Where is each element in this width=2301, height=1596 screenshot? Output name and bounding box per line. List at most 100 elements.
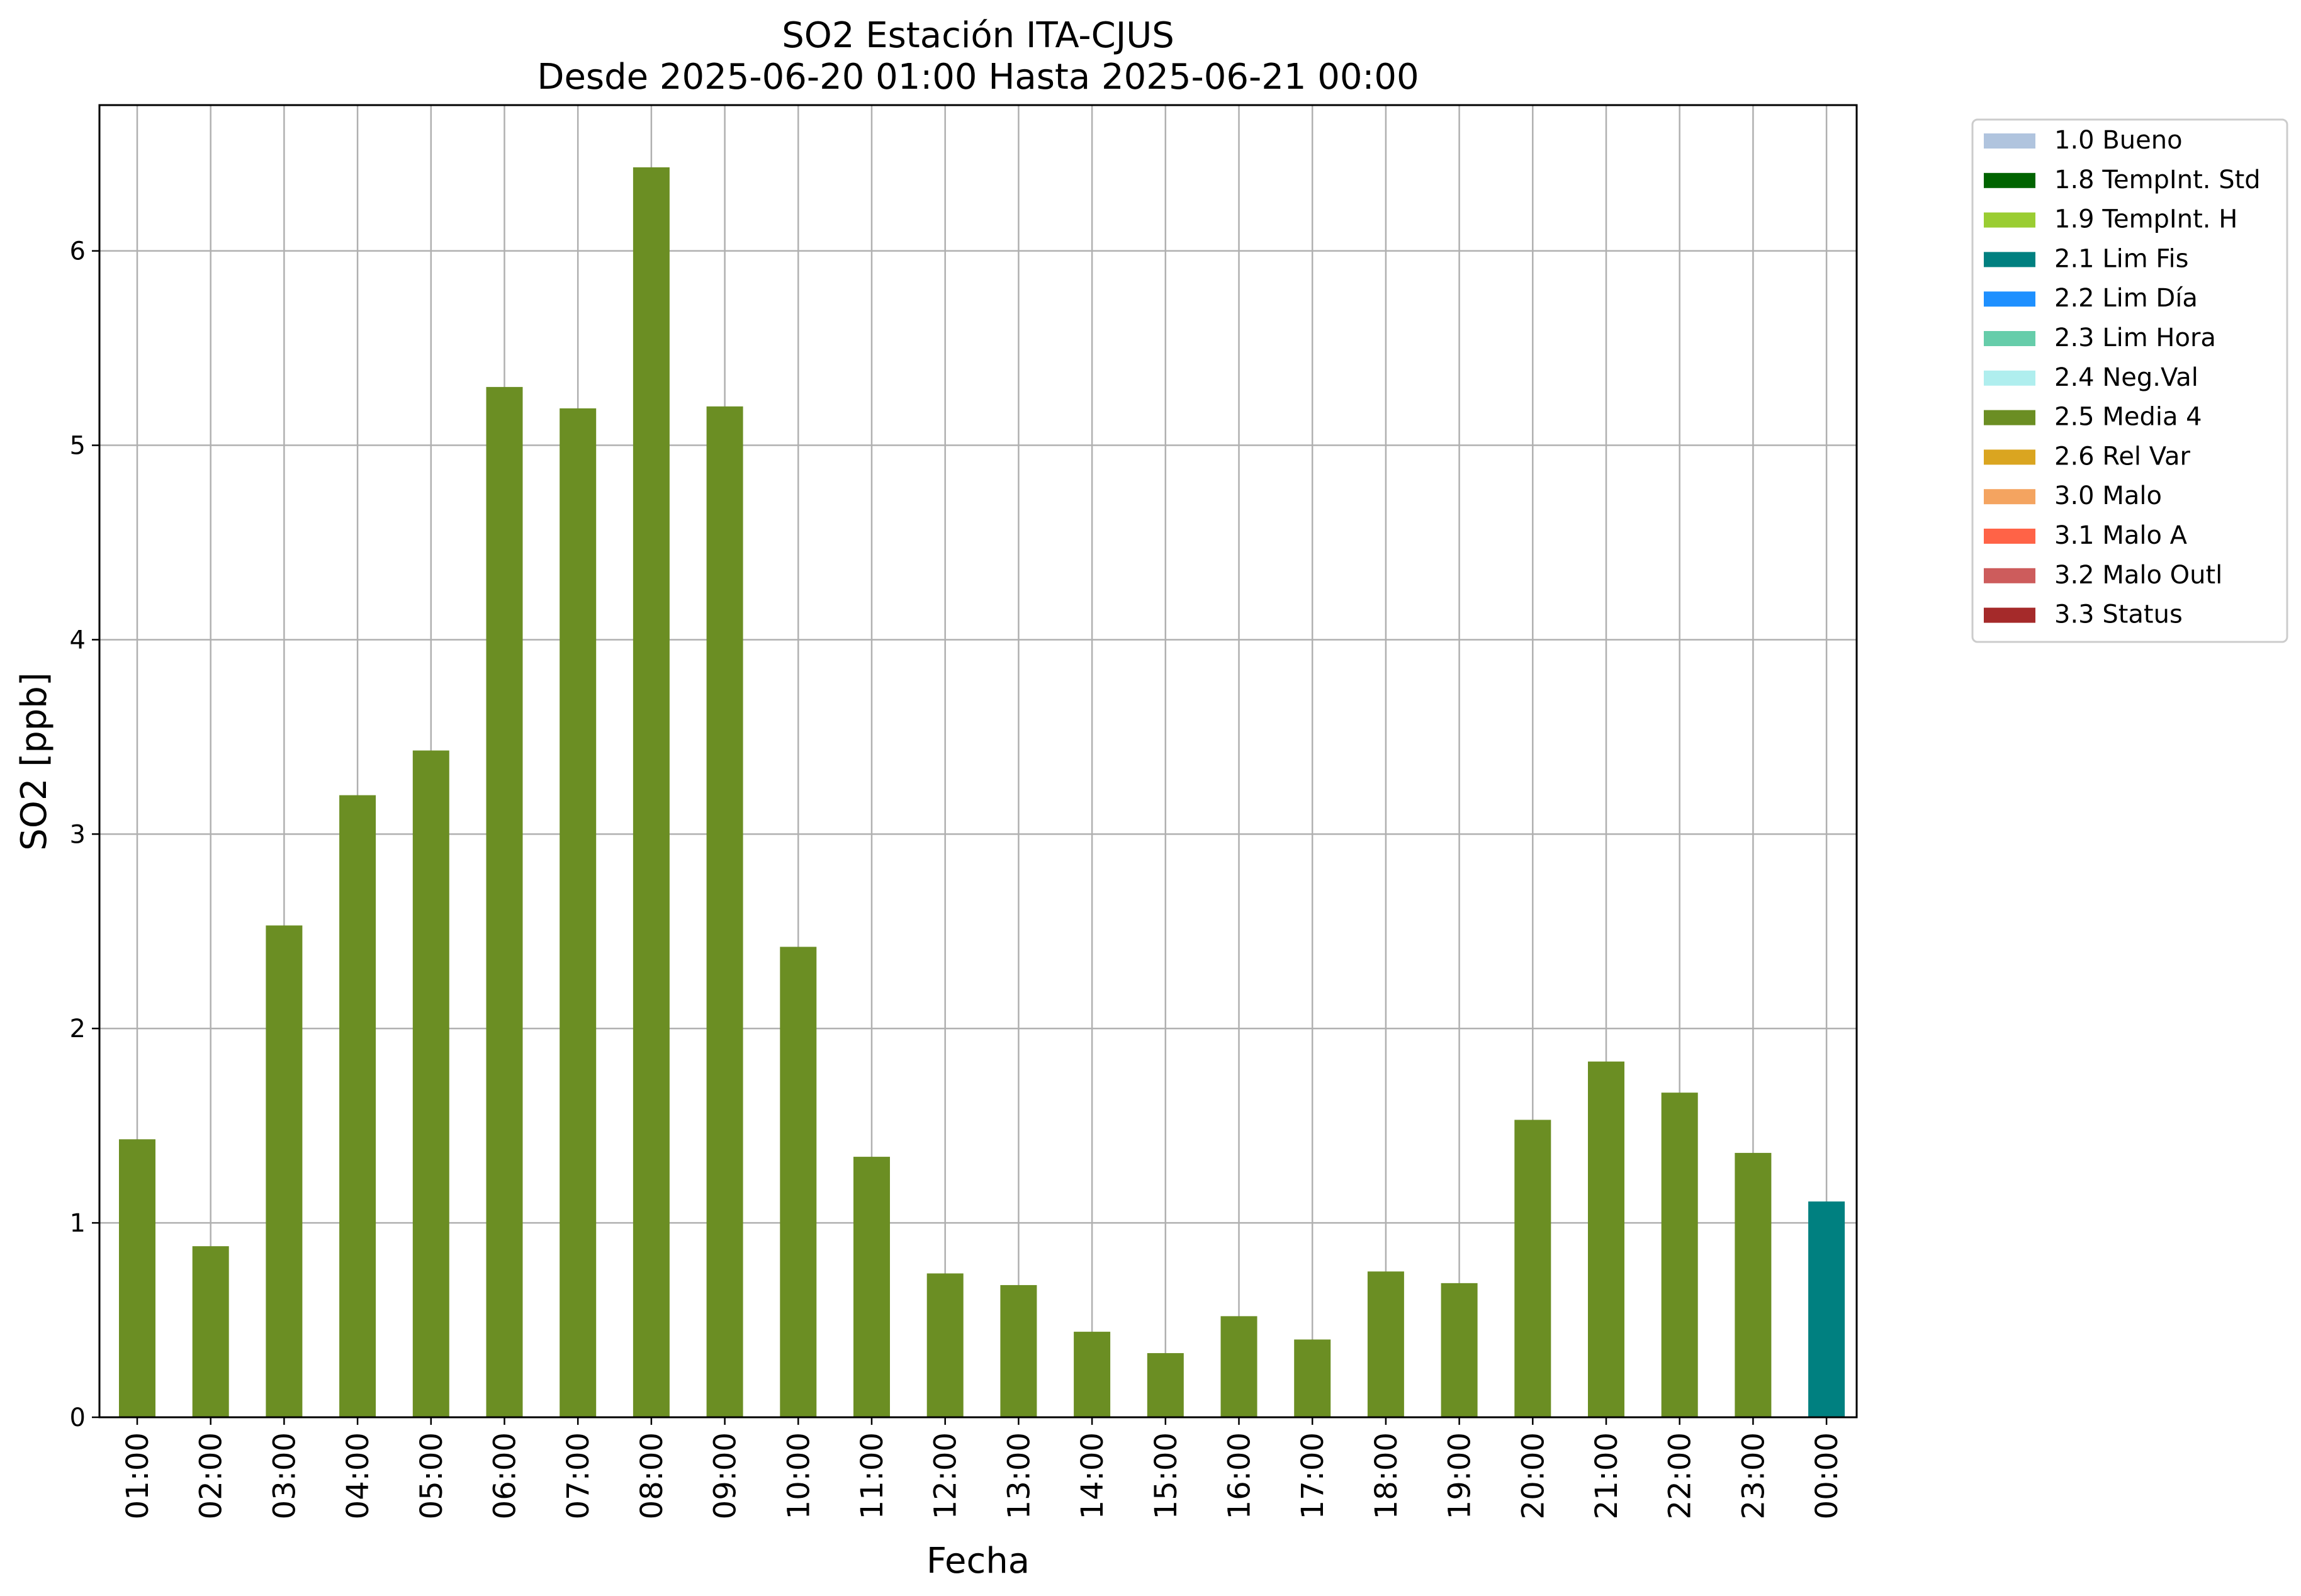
legend: 1.0 Bueno 1.8 TempInt. Std 1.9 TempInt. H 2… (1971, 118, 2288, 643)
legend-box (1971, 118, 2288, 643)
x-tick-label: 08:00 (634, 1432, 670, 1519)
legend-swatch (1984, 410, 2035, 425)
legend-item: 2.1 Lim Fis (1984, 244, 2188, 273)
x-tick-label: 23:00 (1736, 1432, 1771, 1519)
bars (119, 167, 1845, 1417)
x-tick-label: 05:00 (414, 1432, 449, 1519)
legend-item: 2.5 Media 4 (1984, 403, 2202, 432)
x-tick-label: 01:00 (120, 1432, 155, 1519)
legend-swatch (1984, 133, 2035, 149)
bar (266, 925, 303, 1417)
legend-label: 3.1 Malo A (2054, 521, 2188, 550)
legend-label: 1.8 TempInt. Std (2054, 166, 2261, 194)
legend-item: 1.8 TempInt. Std (1984, 166, 2261, 194)
legend-label: 2.5 Media 4 (2054, 403, 2202, 432)
legend-swatch (1984, 252, 2035, 267)
x-tick-label: 00:00 (1809, 1432, 1845, 1519)
legend-swatch (1984, 449, 2035, 465)
x-tick-label: 12:00 (928, 1432, 964, 1519)
x-tick-label: 16:00 (1222, 1432, 1257, 1519)
bar (1661, 1093, 1698, 1417)
legend-label: 1.0 Bueno (2054, 126, 2183, 155)
bar (1441, 1283, 1478, 1417)
bar (1220, 1316, 1257, 1417)
legend-swatch (1984, 607, 2035, 623)
legend-swatch (1984, 370, 2035, 386)
legend-swatch (1984, 529, 2035, 544)
legend-label: 3.0 Malo (2054, 481, 2162, 510)
bar (853, 1157, 890, 1417)
legend-item: 1.9 TempInt. H (1984, 205, 2237, 234)
bar (926, 1273, 964, 1417)
legend-item: 1.0 Bueno (1984, 126, 2183, 155)
bar (192, 1246, 229, 1417)
y-tick-label: 1 (70, 1209, 86, 1238)
legend-item: 2.6 Rel Var (1984, 442, 2191, 471)
chart-subtitle: Desde 2025-06-20 01:00 Hasta 2025-06-21 … (537, 57, 1419, 98)
bar (412, 750, 449, 1417)
legend-swatch (1984, 291, 2035, 307)
chart-title: SO2 Estación ITA-CJUS (782, 15, 1174, 56)
y-tick-label: 3 (70, 820, 86, 849)
y-tick-label: 4 (70, 626, 86, 655)
bar (560, 408, 597, 1417)
legend-swatch (1984, 568, 2035, 583)
bar (633, 167, 670, 1417)
y-tick-label: 2 (70, 1014, 86, 1043)
legend-label: 3.3 Status (2054, 600, 2183, 629)
x-tick-label: 04:00 (340, 1432, 376, 1519)
legend-label: 3.2 Malo Outl (2054, 561, 2222, 590)
legend-label: 2.4 Neg.Val (2054, 363, 2198, 392)
axis-ticks: 0 1 2 3 4 5 6 01:00 02:00 03:00 04:00 05:00 06:00 07:… (70, 237, 1845, 1520)
legend-item: 2.3 Lim Hora (1984, 323, 2216, 352)
x-tick-label: 11:00 (855, 1432, 890, 1519)
bar (1735, 1152, 1772, 1417)
bar (1514, 1120, 1551, 1417)
x-tick-label: 20:00 (1516, 1432, 1551, 1519)
bar (1147, 1353, 1184, 1417)
legend-label: 2.3 Lim Hora (2054, 323, 2216, 352)
bar (1074, 1332, 1111, 1417)
bar (1000, 1284, 1037, 1417)
legend-label: 2.6 Rel Var (2054, 442, 2191, 471)
x-tick-label: 17:00 (1295, 1432, 1331, 1519)
x-tick-label: 18:00 (1369, 1432, 1404, 1519)
legend-swatch (1984, 489, 2035, 505)
legend-swatch (1984, 172, 2035, 188)
legend-label: 2.1 Lim Fis (2054, 244, 2188, 273)
legend-item: 3.3 Status (1984, 600, 2183, 629)
bar (339, 795, 376, 1417)
x-tick-label: 22:00 (1663, 1432, 1698, 1519)
x-tick-label: 15:00 (1149, 1432, 1184, 1519)
x-tick-label: 02:00 (194, 1432, 229, 1519)
plot-frame (98, 104, 1858, 1419)
bar (1367, 1271, 1404, 1417)
y-tick-label: 6 (70, 237, 86, 266)
bar (706, 406, 743, 1417)
bar (1588, 1061, 1624, 1417)
bar (486, 386, 523, 1417)
legend-swatch (1984, 331, 2035, 346)
legend-label: 2.2 Lim Día (2054, 284, 2198, 313)
y-tick-label: 0 (70, 1403, 86, 1432)
legend-item: 3.2 Malo Outl (1984, 561, 2222, 590)
bar (1808, 1201, 1845, 1417)
x-tick-label: 07:00 (561, 1432, 596, 1519)
x-tick-label: 03:00 (267, 1432, 302, 1519)
bar (119, 1139, 155, 1417)
y-axis-label: SO2 [ppb] (14, 672, 55, 850)
x-tick-label: 19:00 (1443, 1432, 1478, 1519)
y-tick-label: 5 (70, 432, 86, 461)
legend-item: 3.0 Malo (1984, 481, 2162, 510)
bar (1294, 1339, 1331, 1417)
x-tick-label: 09:00 (708, 1432, 743, 1519)
x-axis-label: Fecha (926, 1541, 1030, 1582)
legend-label: 1.9 TempInt. H (2054, 205, 2237, 234)
legend-item: 3.1 Malo A (1984, 521, 2188, 550)
bar (780, 947, 817, 1417)
legend-item: 2.4 Neg.Val (1984, 363, 2198, 392)
legend-swatch (1984, 212, 2035, 228)
legend-item: 2.2 Lim Día (1984, 284, 2198, 313)
x-tick-label: 10:00 (781, 1432, 816, 1519)
